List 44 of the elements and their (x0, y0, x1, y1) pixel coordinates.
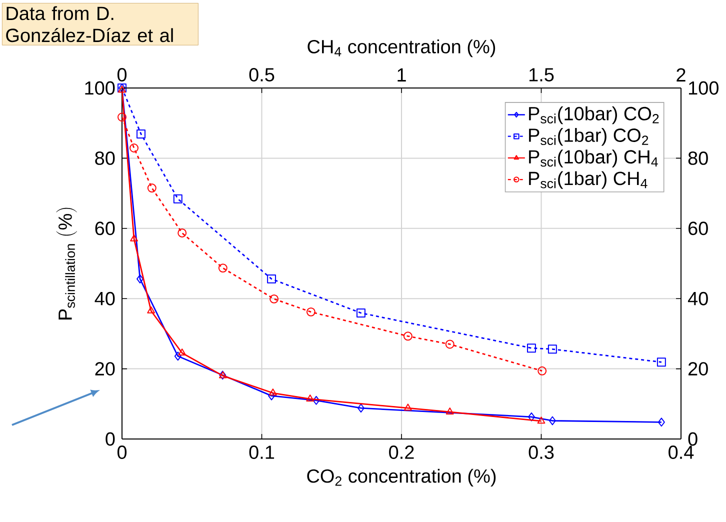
legend-label: P$_{sci}$(10bar) CH$_{4}$ (529, 150, 658, 168)
point (312, 396, 320, 405)
legend-label: P$_{sci}$(10bar) CO$_{2}$ (529, 106, 659, 124)
x2-tick-label: 1 (398, 68, 406, 82)
x-tick-label: 0.4 (668, 446, 694, 459)
y2-tick-label: 60 (688, 222, 708, 236)
point (356, 308, 366, 318)
x-tick-label: 0.1 (249, 446, 274, 459)
x2-axis-title: CH$_{4}$ concentration (%) (308, 39, 496, 58)
x2-tick-label: 1.5 (530, 68, 554, 82)
point (528, 412, 535, 422)
x-tick-label: 0.3 (528, 446, 554, 459)
text: Data from D. González-Díaz et al (6, 6, 173, 42)
y-tick-label: 60 (95, 222, 115, 236)
y2-tick-label: 40 (688, 292, 708, 306)
point (548, 416, 556, 426)
point (357, 404, 364, 413)
y-tick-label: 20 (95, 362, 115, 376)
y-tick-label: 0 (106, 432, 115, 446)
x2-tick-label: 0.5 (249, 68, 274, 82)
point (267, 274, 276, 284)
x2-tick-label: 0 (117, 68, 127, 82)
y2-tick-label: 80 (688, 151, 708, 165)
y-tick-label: 100 (85, 81, 115, 95)
point (526, 344, 536, 353)
y-axis-title: $\mathrm{P}_{\mathrm{scintillation}}\ \mathrm{(\%)}$ (56, 208, 77, 320)
point (658, 418, 665, 427)
x2-tick-label: 2 (676, 68, 686, 82)
x-axis-title: CO$_{2}$ concentration (%) (307, 468, 496, 487)
legend-label: P$_{sci}$(1bar) CO$_{2}$ (529, 128, 648, 146)
point (173, 194, 182, 204)
y-tick-label: 40 (94, 292, 115, 306)
point (136, 274, 144, 284)
y-tick-label: 80 (95, 151, 115, 165)
legend-label: P$_{sci}$(1bar) CH$_{4}$ (529, 171, 648, 189)
x-tick-label: 0 (117, 446, 127, 459)
point (548, 344, 557, 354)
point (656, 358, 666, 367)
point (136, 129, 146, 138)
x-tick-label: 0.2 (389, 446, 414, 459)
y2-tick-label: 100 (688, 81, 718, 95)
y2-tick-label: 20 (688, 362, 708, 376)
y2-tick-label: 0 (688, 432, 698, 446)
point (174, 352, 182, 361)
